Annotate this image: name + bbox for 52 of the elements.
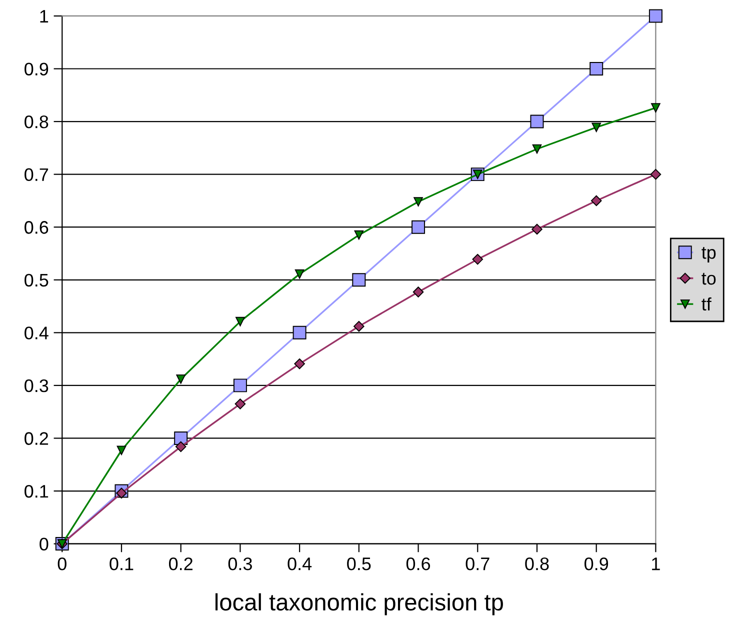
x-tick-label: 0.7 bbox=[466, 557, 490, 570]
x-tick-label: 0.6 bbox=[406, 557, 430, 570]
legend-label: tf bbox=[702, 297, 712, 311]
point bbox=[234, 398, 246, 410]
point bbox=[650, 168, 662, 180]
y-tick-label: 0.5 bbox=[24, 274, 48, 287]
x-tick-label: 0.4 bbox=[288, 557, 312, 570]
point bbox=[354, 230, 364, 240]
point bbox=[532, 224, 542, 235]
point bbox=[352, 273, 366, 287]
point bbox=[651, 103, 660, 112]
point bbox=[236, 316, 245, 326]
x-tick-label: 0.5 bbox=[347, 557, 371, 570]
point bbox=[532, 144, 542, 154]
point bbox=[233, 378, 247, 392]
point bbox=[175, 441, 186, 452]
y-tick-label: 0.6 bbox=[24, 221, 48, 234]
point bbox=[116, 446, 126, 456]
point bbox=[292, 326, 306, 340]
x-tick-label: 0.8 bbox=[525, 557, 549, 570]
y-tick-label: 0.4 bbox=[24, 326, 48, 340]
x-tick-label: 0.9 bbox=[584, 557, 608, 570]
y-tick-label: 0.9 bbox=[24, 62, 48, 76]
y-tick-label: 0.8 bbox=[24, 115, 48, 128]
point bbox=[176, 374, 186, 384]
point bbox=[530, 114, 544, 128]
point bbox=[414, 197, 423, 206]
x-tick-label: 0 bbox=[58, 557, 66, 570]
x-tick-label: 1 bbox=[652, 558, 660, 570]
x-axis-title: local taxonomic precision tp bbox=[216, 593, 503, 616]
x-tick-label: 0.2 bbox=[169, 557, 192, 570]
x-tick-label: 0.1 bbox=[110, 557, 134, 570]
point bbox=[592, 122, 601, 132]
legend-label: tp bbox=[702, 247, 716, 262]
y-tick-label: 1 bbox=[40, 10, 48, 23]
point bbox=[294, 358, 305, 370]
y-tick-label: 0.2 bbox=[24, 432, 48, 445]
x-tick-label: 0.3 bbox=[228, 557, 252, 570]
point bbox=[412, 220, 426, 234]
point bbox=[648, 9, 662, 23]
y-tick-label: 0.3 bbox=[24, 379, 48, 392]
legend-label: to bbox=[702, 272, 716, 285]
point bbox=[472, 254, 484, 265]
y-tick-label: 0.1 bbox=[24, 484, 48, 498]
point bbox=[590, 62, 604, 76]
y-tick-label: 0.7 bbox=[24, 168, 48, 182]
y-tick-label: 0 bbox=[40, 538, 48, 551]
point bbox=[590, 195, 602, 206]
point bbox=[412, 286, 424, 298]
point bbox=[354, 320, 364, 332]
point bbox=[294, 269, 304, 279]
point bbox=[116, 488, 127, 499]
